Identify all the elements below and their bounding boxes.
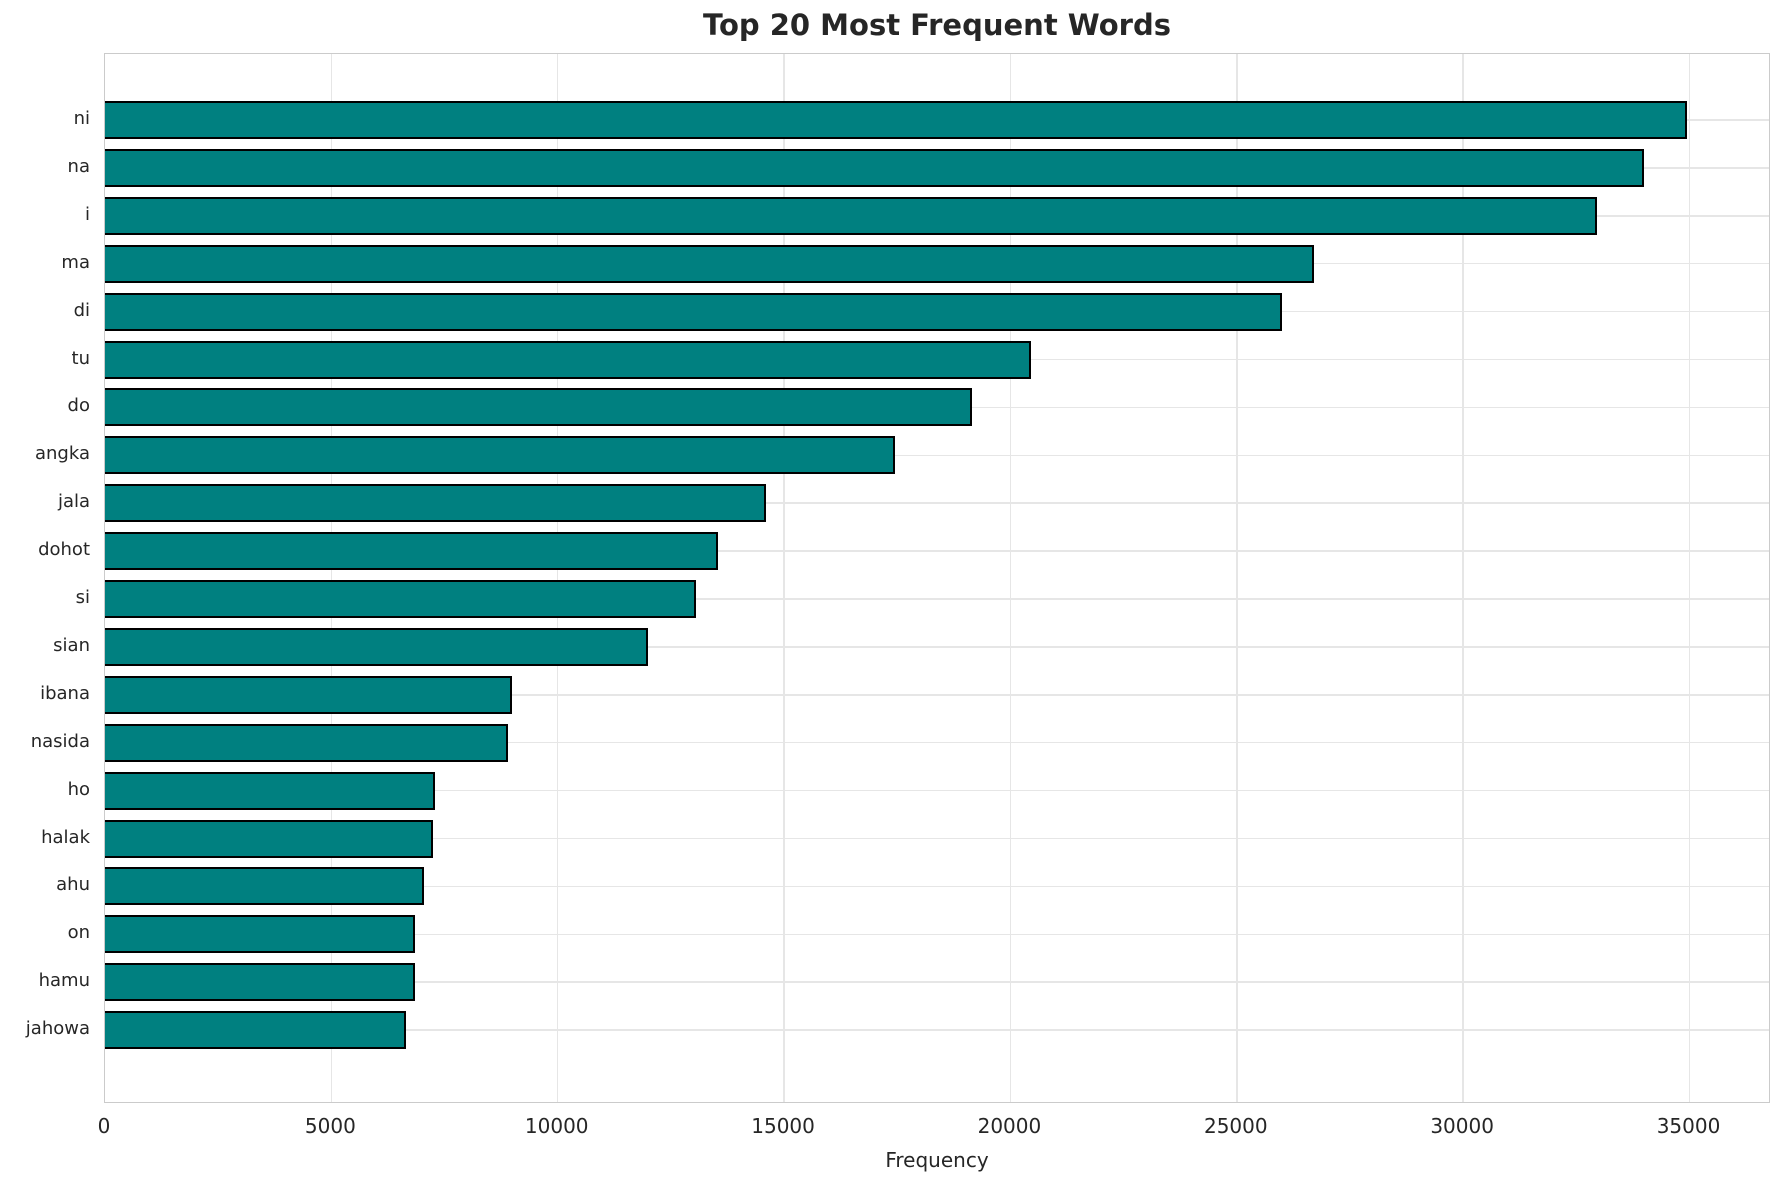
y-tick-label-i: i: [84, 203, 90, 225]
bar-i: [105, 196, 1597, 235]
bar-nasida: [105, 723, 508, 762]
x-gridline: [1688, 54, 1691, 1102]
y-tick-label-ho: ho: [67, 778, 90, 800]
y-tick-label-ma: ma: [61, 251, 90, 273]
x-gridline: [1009, 54, 1012, 1102]
y-tick-label-ibana: ibana: [40, 682, 90, 704]
x-tick-label-25000: 25000: [1203, 1114, 1268, 1138]
y-tick-label-nasida: nasida: [30, 730, 90, 752]
y-tick-label-halak: halak: [41, 826, 90, 848]
y-tick-label-tu: tu: [71, 347, 90, 369]
bar-jahowa: [105, 1011, 407, 1050]
x-tick-label-20000: 20000: [977, 1114, 1042, 1138]
y-gridline: [105, 741, 1769, 744]
y-gridline: [105, 837, 1769, 840]
bar-dohot: [105, 532, 719, 571]
y-gridline: [105, 885, 1769, 888]
x-tick-label-15000: 15000: [751, 1114, 815, 1138]
x-gridline: [783, 54, 785, 1102]
bar-tu: [105, 340, 1031, 379]
x-tick-label-0: 0: [97, 1114, 111, 1138]
x-gridline: [1236, 54, 1238, 1102]
y-gridline: [105, 646, 1769, 648]
y-tick-label-ni: ni: [73, 108, 90, 129]
y-gridline: [105, 1029, 1769, 1031]
x-gridline: [330, 54, 333, 1102]
bar-sian: [105, 627, 649, 666]
y-gridline: [105, 550, 1769, 552]
y-tick-label-do: do: [67, 395, 90, 417]
chart-title: Top 20 Most Frequent Words: [703, 8, 1171, 42]
y-gridline: [105, 981, 1769, 983]
bar-si: [105, 580, 696, 618]
y-gridline: [105, 454, 1769, 457]
y-tick-label-na: na: [67, 155, 90, 177]
y-tick-label-jala: jala: [57, 491, 90, 513]
y-tick-label-sian: sian: [53, 634, 90, 656]
bar-halak: [105, 819, 434, 858]
y-tick-label-si: si: [75, 587, 90, 608]
bar-ho: [105, 771, 436, 810]
plot-area: [104, 53, 1770, 1103]
y-tick-label-jahowa: jahowa: [25, 1018, 90, 1040]
bar-di: [105, 292, 1283, 331]
x-axis-label: Frequency: [885, 1148, 989, 1172]
x-tick-label-5000: 5000: [304, 1114, 356, 1138]
bar-na: [105, 148, 1645, 187]
x-tick-label-30000: 30000: [1430, 1114, 1494, 1138]
bar-on: [105, 915, 416, 954]
x-gridline: [556, 54, 559, 1102]
y-tick-label-angka: angka: [34, 443, 90, 465]
y-tick-label-di: di: [73, 299, 90, 321]
y-gridline: [105, 933, 1769, 936]
bar-angka: [105, 436, 895, 475]
x-tick-label-10000: 10000: [524, 1114, 589, 1138]
y-gridline: [105, 502, 1769, 504]
y-gridline: [105, 598, 1769, 600]
y-tick-label-hamu: hamu: [38, 970, 90, 992]
y-gridline: [105, 789, 1769, 792]
bar-hamu: [105, 963, 415, 1002]
bar-ni: [105, 101, 1688, 139]
y-tick-label-ahu: ahu: [56, 874, 90, 896]
bar-ibana: [105, 675, 513, 714]
bar-jala: [105, 484, 766, 523]
bar-ma: [105, 244, 1314, 283]
x-gridline: [1462, 54, 1464, 1102]
bar-ahu: [105, 867, 425, 906]
x-tick-label-35000: 35000: [1656, 1114, 1721, 1138]
y-tick-label-on: on: [67, 922, 90, 944]
y-tick-label-dohot: dohot: [38, 539, 90, 561]
y-gridline: [105, 694, 1769, 696]
bar-do: [105, 388, 972, 427]
